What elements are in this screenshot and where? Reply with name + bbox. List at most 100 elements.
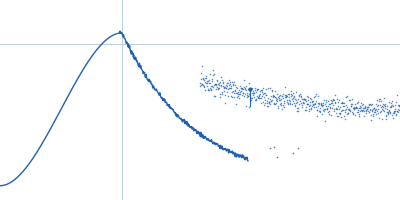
Point [254, 94, 261, 97]
Point [243, 105, 250, 108]
Point [320, 103, 326, 107]
Point [302, 105, 309, 108]
Point [281, 101, 287, 105]
Point [321, 102, 328, 105]
Point [226, 84, 232, 87]
Point [238, 86, 244, 90]
Point [270, 95, 276, 98]
Point [212, 83, 218, 86]
Point [341, 110, 348, 113]
Point [330, 98, 336, 101]
Point [343, 108, 350, 111]
Point [297, 92, 303, 95]
Point [289, 98, 295, 101]
Point [313, 106, 319, 109]
Point [345, 98, 352, 101]
Point [395, 103, 400, 106]
Point [343, 95, 349, 98]
Point [251, 95, 257, 98]
Point [364, 108, 370, 111]
Point [374, 109, 380, 113]
Point [240, 92, 247, 95]
Point [330, 104, 336, 107]
Point [350, 105, 357, 108]
Point [363, 111, 369, 114]
Point [248, 88, 255, 91]
Point [323, 98, 330, 101]
Point [245, 87, 252, 91]
Point [344, 105, 350, 108]
Point [325, 109, 332, 112]
Point [206, 79, 212, 82]
Point [314, 108, 320, 112]
Point [357, 106, 364, 110]
Point [202, 74, 209, 77]
Point [382, 106, 388, 109]
Point [202, 80, 208, 83]
Point [364, 108, 370, 111]
Point [381, 109, 388, 112]
Point [321, 109, 327, 112]
Point [202, 88, 208, 92]
Point [228, 84, 234, 88]
Point [388, 101, 394, 104]
Point [285, 102, 291, 106]
Point [298, 102, 304, 105]
Point [242, 92, 248, 95]
Point [207, 72, 213, 75]
Point [253, 90, 259, 94]
Point [344, 107, 351, 110]
Point [366, 103, 373, 106]
Point [208, 85, 214, 88]
Point [383, 118, 390, 121]
Point [284, 100, 290, 103]
Point [266, 146, 273, 149]
Point [364, 106, 370, 109]
Point [361, 115, 368, 118]
Point [334, 115, 341, 118]
Point [358, 101, 364, 105]
Point [360, 107, 366, 110]
Point [214, 82, 221, 85]
Point [337, 112, 344, 115]
Point [240, 88, 246, 91]
Point [300, 101, 307, 105]
Point [311, 96, 317, 99]
Point [208, 85, 215, 88]
Point [340, 104, 347, 107]
Point [246, 105, 252, 109]
Point [277, 102, 284, 105]
Point [225, 94, 231, 97]
Point [301, 108, 308, 112]
Point [392, 108, 398, 111]
Point [296, 102, 303, 105]
Point [371, 107, 378, 110]
Point [262, 93, 269, 96]
Point [328, 99, 335, 103]
Point [330, 108, 337, 111]
Point [350, 113, 356, 116]
Point [263, 88, 269, 91]
Point [375, 107, 382, 110]
Point [208, 87, 214, 91]
Point [206, 82, 213, 85]
Point [288, 89, 294, 93]
Point [266, 102, 272, 105]
Point [230, 81, 237, 84]
Point [254, 88, 260, 91]
Point [218, 83, 224, 87]
Point [366, 111, 372, 114]
Point [279, 94, 285, 98]
Point [279, 108, 286, 111]
Point [348, 105, 354, 108]
Point [237, 84, 244, 87]
Point [271, 101, 277, 104]
Point [275, 95, 282, 98]
Point [275, 106, 281, 110]
Point [288, 93, 295, 96]
Point [222, 93, 228, 96]
Point [225, 81, 232, 84]
Point [312, 99, 319, 102]
Point [276, 96, 282, 99]
Point [266, 100, 272, 104]
